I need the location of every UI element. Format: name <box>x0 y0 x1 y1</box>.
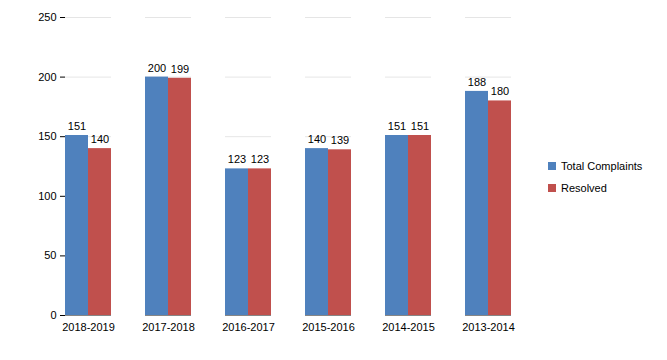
svg-text:50: 50 <box>44 249 56 261</box>
svg-text:2014-2015: 2014-2015 <box>382 321 435 333</box>
svg-text:2017-2018: 2017-2018 <box>142 321 195 333</box>
svg-text:2016-2017: 2016-2017 <box>222 321 275 333</box>
html-text:Resolved: Resolved <box>561 182 607 194</box>
svg-text:250: 250 <box>38 11 56 23</box>
svg-text:0: 0 <box>50 309 56 321</box>
svg-text:140: 140 <box>91 133 109 145</box>
html-text:Total Complaints: Total Complaints <box>561 160 643 172</box>
svg-text:140: 140 <box>308 133 326 145</box>
svg-text:2018-2019: 2018-2019 <box>62 321 115 333</box>
svg-text:2015-2016: 2015-2016 <box>302 321 355 333</box>
svg-text:100: 100 <box>38 190 56 202</box>
svg-text:2013-2014: 2013-2014 <box>462 321 515 333</box>
svg-text:139: 139 <box>331 134 349 146</box>
svg-text:200: 200 <box>148 62 166 74</box>
svg-text:151: 151 <box>68 120 86 132</box>
svg-text:188: 188 <box>468 76 486 88</box>
svg-text:199: 199 <box>171 63 189 75</box>
svg-text:200: 200 <box>38 71 56 83</box>
svg-text:151: 151 <box>411 120 429 132</box>
svg-text:180: 180 <box>491 85 509 97</box>
svg-text:123: 123 <box>228 153 246 165</box>
svg-text:123: 123 <box>251 153 269 165</box>
svg-text:151: 151 <box>388 120 406 132</box>
svg-text:150: 150 <box>38 130 56 142</box>
